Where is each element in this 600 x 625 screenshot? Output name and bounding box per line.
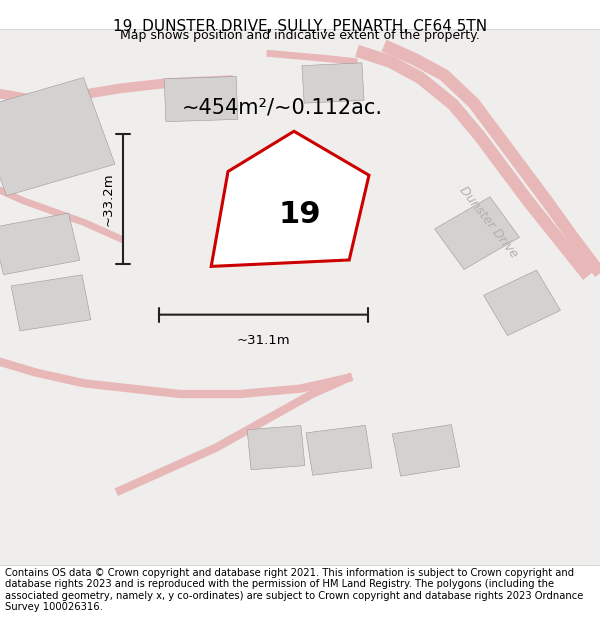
Text: Contains OS data © Crown copyright and database right 2021. This information is : Contains OS data © Crown copyright and d… [5,568,583,612]
Polygon shape [306,426,372,475]
Polygon shape [247,426,305,470]
Text: Dunster Drive: Dunster Drive [457,184,521,261]
Polygon shape [484,270,560,336]
Polygon shape [302,63,364,103]
Polygon shape [392,424,460,476]
Polygon shape [434,197,520,269]
Polygon shape [211,131,369,266]
Text: ~31.1m: ~31.1m [236,334,290,347]
Text: ~454m²/~0.112ac.: ~454m²/~0.112ac. [182,97,383,117]
Polygon shape [231,171,327,236]
Text: Map shows position and indicative extent of the property.: Map shows position and indicative extent… [120,29,480,42]
Polygon shape [0,213,80,275]
Text: 19: 19 [278,200,322,229]
Polygon shape [0,78,115,196]
Text: 19, DUNSTER DRIVE, SULLY, PENARTH, CF64 5TN: 19, DUNSTER DRIVE, SULLY, PENARTH, CF64 … [113,19,487,34]
Polygon shape [11,275,91,331]
Text: ~33.2m: ~33.2m [101,172,115,226]
Polygon shape [164,76,238,122]
